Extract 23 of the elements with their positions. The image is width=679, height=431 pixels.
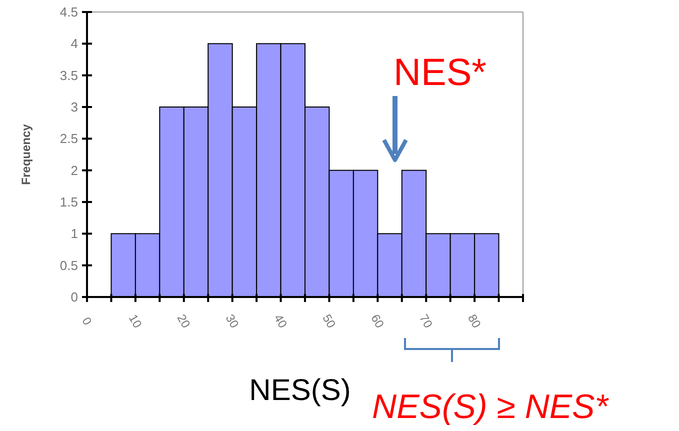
y-tick-label: 4 bbox=[70, 36, 78, 52]
annotation: NES* bbox=[394, 52, 487, 94]
x-tick-label: 70 bbox=[416, 312, 436, 331]
y-tick-label: 2.5 bbox=[60, 131, 78, 146]
y-tick-label: 3 bbox=[70, 100, 78, 115]
x-tick-label: 50 bbox=[320, 312, 339, 331]
y-tick-label: 2 bbox=[70, 162, 78, 178]
x-tick-label: 20 bbox=[174, 312, 194, 331]
y-tick-label: 3.5 bbox=[60, 68, 78, 83]
x-tick-label: 60 bbox=[368, 312, 388, 331]
y-tick-label: 1.5 bbox=[60, 194, 78, 210]
y-tick-label: 1 bbox=[70, 226, 78, 242]
x-tick-label: 0 bbox=[79, 314, 95, 328]
x-tick-label: 30 bbox=[222, 312, 242, 331]
x-tick-label: 40 bbox=[271, 312, 290, 331]
y-tick-label: 0 bbox=[70, 290, 78, 305]
y-tick-label: 4.5 bbox=[60, 4, 78, 20]
x-tick-label: 80 bbox=[464, 312, 484, 331]
x-tick-label: 10 bbox=[126, 312, 145, 331]
text: NES(S) ≥ NES* bbox=[372, 388, 610, 426]
y-tick-label: 0.5 bbox=[60, 258, 78, 273]
x-axis-title: NES(S) bbox=[249, 374, 351, 407]
y-axis-title: Frequency bbox=[19, 124, 33, 185]
